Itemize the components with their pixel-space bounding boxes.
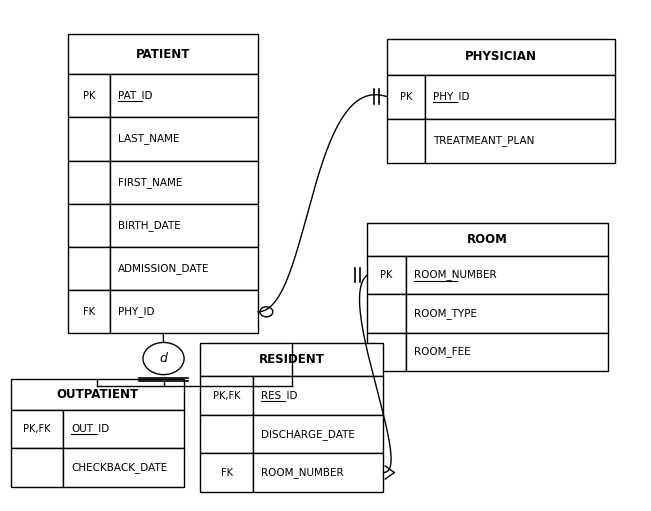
Text: ROOM_FEE: ROOM_FEE	[413, 346, 470, 357]
Text: PK: PK	[400, 91, 412, 102]
Text: PK,FK: PK,FK	[23, 424, 51, 434]
Text: FIRST_NAME: FIRST_NAME	[118, 177, 182, 188]
Text: PAT_ID: PAT_ID	[118, 90, 152, 101]
Text: LAST_NAME: LAST_NAME	[118, 133, 180, 145]
Bar	[367, 223, 608, 256]
Text: PK: PK	[380, 270, 393, 280]
Text: OUT_ID: OUT_ID	[71, 424, 109, 434]
Text: FK: FK	[83, 307, 95, 317]
Bar	[406, 256, 608, 294]
Text: RES_ID: RES_ID	[260, 390, 297, 401]
Bar	[110, 204, 258, 247]
Text: RESIDENT: RESIDENT	[259, 354, 325, 366]
Bar	[253, 453, 383, 492]
Bar	[63, 409, 184, 448]
Text: d: d	[159, 352, 167, 365]
Bar	[110, 247, 258, 290]
Bar	[406, 333, 608, 371]
Bar	[68, 74, 110, 118]
Bar	[68, 34, 258, 74]
Bar	[110, 74, 258, 118]
Text: ROOM: ROOM	[467, 233, 508, 246]
Bar	[367, 294, 406, 333]
Bar	[200, 343, 383, 377]
Text: ROOM_NUMBER: ROOM_NUMBER	[260, 467, 343, 478]
Bar	[200, 415, 253, 453]
Text: PHYSICIAN: PHYSICIAN	[465, 51, 536, 63]
Bar	[63, 448, 184, 486]
Text: CHECKBACK_DATE: CHECKBACK_DATE	[71, 462, 167, 473]
Text: DISCHARGE_DATE: DISCHARGE_DATE	[260, 429, 354, 439]
Bar	[68, 247, 110, 290]
Bar	[10, 379, 184, 409]
Text: OUTPATIENT: OUTPATIENT	[56, 387, 139, 401]
Text: ADMISSION_DATE: ADMISSION_DATE	[118, 263, 210, 274]
Text: PHY_ID: PHY_ID	[118, 307, 154, 317]
Text: PATIENT: PATIENT	[136, 48, 190, 61]
Bar	[367, 333, 406, 371]
Bar	[68, 204, 110, 247]
Text: PHY_ID: PHY_ID	[433, 91, 469, 102]
Text: BIRTH_DATE: BIRTH_DATE	[118, 220, 181, 231]
Bar	[200, 377, 253, 415]
Bar	[425, 75, 615, 119]
Bar	[253, 377, 383, 415]
Bar	[367, 256, 406, 294]
Bar	[387, 75, 425, 119]
Bar	[68, 118, 110, 160]
Text: ROOM_NUMBER: ROOM_NUMBER	[413, 269, 496, 281]
Text: PK: PK	[83, 91, 96, 101]
Bar	[425, 119, 615, 162]
Bar	[387, 119, 425, 162]
Bar	[200, 453, 253, 492]
Bar	[110, 118, 258, 160]
Bar	[387, 39, 615, 75]
Bar	[68, 290, 110, 333]
Bar	[10, 448, 63, 486]
Bar	[406, 294, 608, 333]
Bar	[10, 409, 63, 448]
Text: PK,FK: PK,FK	[213, 390, 240, 401]
Text: TREATMEANT_PLAN: TREATMEANT_PLAN	[433, 135, 534, 146]
Bar	[110, 290, 258, 333]
Bar	[253, 415, 383, 453]
Bar	[110, 160, 258, 204]
Text: ROOM_TYPE: ROOM_TYPE	[413, 308, 477, 319]
Text: FK: FK	[221, 468, 232, 478]
Bar	[68, 160, 110, 204]
